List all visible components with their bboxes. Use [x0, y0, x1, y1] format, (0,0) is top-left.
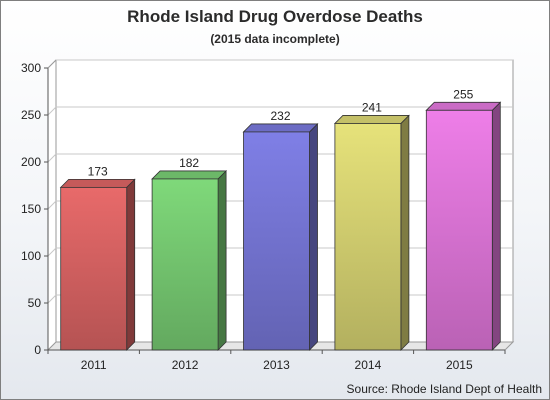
data-label: 173	[88, 164, 108, 178]
bar-side	[309, 122, 318, 351]
bar-top	[425, 101, 502, 111]
bar-side	[126, 178, 136, 351]
y-tick-label: 200	[21, 155, 41, 169]
y-tick-label: 250	[21, 108, 41, 122]
bar-2012	[151, 169, 228, 351]
bar-side	[491, 101, 501, 351]
data-label: 241	[362, 100, 382, 114]
bar-top	[151, 170, 228, 180]
gridline-depth	[47, 247, 57, 257]
bar-2013	[242, 122, 319, 351]
x-tick-label: 2014	[355, 358, 382, 372]
chart-title: Rhode Island Drug Overdose Deaths	[127, 7, 423, 26]
gridline-depth	[47, 106, 57, 116]
bar-top	[59, 178, 136, 188]
y-tick-label: 100	[21, 249, 41, 263]
bar-front	[60, 186, 128, 351]
data-label: 232	[270, 109, 290, 123]
x-tick-label: 2011	[81, 358, 107, 372]
y-tick-label: 50	[28, 296, 42, 310]
bar-top	[333, 115, 410, 124]
gridline-depth	[47, 200, 57, 210]
bar-2015	[425, 101, 502, 351]
gridline-depth	[47, 294, 57, 304]
bar-side	[400, 114, 410, 351]
axis-depth-line	[47, 59, 57, 69]
bar-2011	[59, 178, 136, 351]
y-tick-label: 0	[34, 343, 41, 357]
bar-front	[151, 178, 219, 351]
data-label: 255	[453, 87, 473, 101]
x-tick-label: 2015	[446, 358, 473, 372]
bar-front	[334, 123, 402, 351]
y-tick-label: 300	[21, 61, 41, 75]
bar-2014	[333, 114, 410, 351]
bar-front	[425, 109, 493, 351]
data-label: 182	[179, 156, 199, 170]
bar-top	[242, 123, 319, 133]
x-tick-label: 2012	[172, 358, 199, 372]
bar-side	[217, 169, 227, 351]
x-tick-label: 2013	[263, 358, 290, 372]
gridline-depth	[47, 153, 57, 163]
source-note: Source: Rhode Island Dept of Health	[346, 382, 542, 396]
y-tick-label: 150	[21, 202, 41, 216]
chart-subtitle: (2015 data incomplete)	[210, 32, 340, 46]
bar-front	[243, 131, 310, 351]
